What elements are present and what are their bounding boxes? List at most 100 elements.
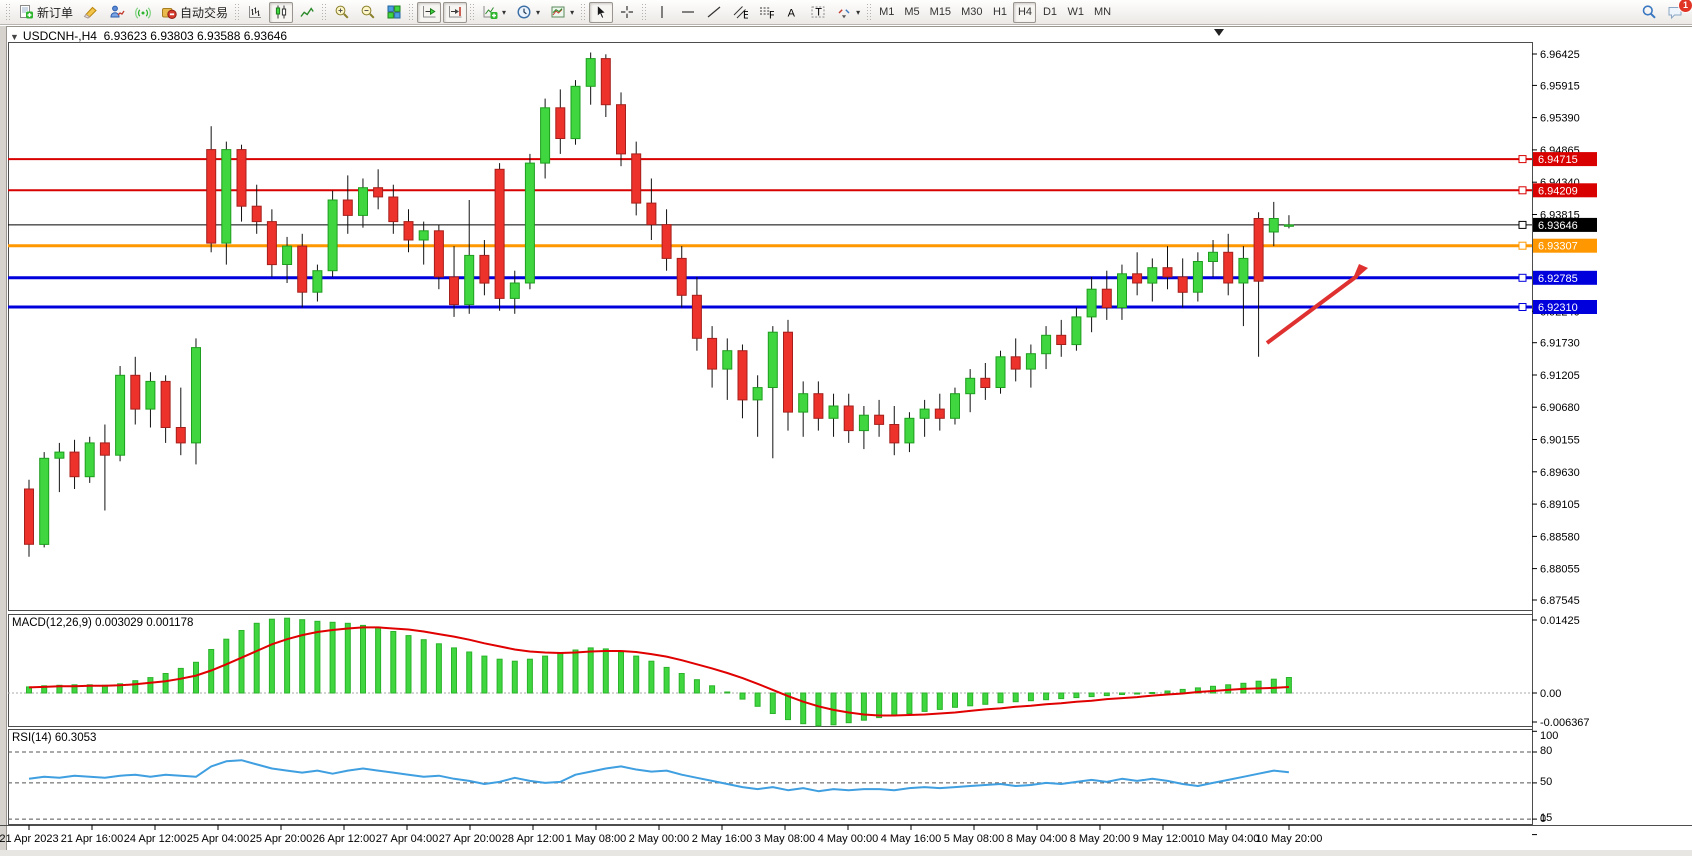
draw-group: E F A T ▾ [640, 0, 865, 25]
level-lines[interactable] [8, 158, 1532, 309]
zoom-in-button[interactable] [330, 2, 354, 23]
auto-scroll-icon [421, 4, 437, 20]
equidistant-channel-button[interactable]: E [728, 2, 752, 23]
toolbar-grip [469, 3, 475, 21]
time-tick-label: 25 Apr 04:00 [187, 833, 249, 845]
zoom-out-button[interactable] [356, 2, 380, 23]
toolbar-grip [866, 3, 872, 21]
level-line-handle[interactable] [1518, 303, 1527, 311]
indicators-button[interactable]: ▾ [478, 2, 510, 23]
candle-body [858, 414, 869, 432]
bar-chart-button[interactable] [243, 2, 267, 23]
level-line-handle[interactable] [1518, 186, 1527, 195]
macd-histogram-bar [299, 619, 306, 694]
candle-body [691, 294, 702, 339]
macd-histogram-bar [1043, 692, 1050, 701]
market-watch-button[interactable] [105, 2, 129, 23]
chart-shift-marker[interactable] [1214, 29, 1224, 36]
templates-button[interactable]: ▾ [546, 2, 578, 23]
timeframe-mn-label: MN [1093, 6, 1112, 18]
crosshair-icon [619, 4, 635, 20]
fibonacci-button[interactable]: F [754, 2, 778, 23]
timeframe-m30-label: M30 [961, 6, 983, 18]
candlestick-chart-button[interactable] [269, 1, 294, 23]
level-line-handle[interactable] [1518, 241, 1527, 250]
candle-body [1177, 276, 1188, 293]
macd-histogram-bar [238, 630, 245, 694]
candle-body [312, 270, 323, 293]
rsi-tick-label: 15 [1540, 812, 1552, 824]
level-line-handle[interactable] [1518, 273, 1527, 282]
auto-trading-button[interactable]: 自动交易 [157, 2, 232, 23]
macd-histogram-bar [1134, 692, 1141, 695]
time-tick-label: 9 May 12:00 [1133, 833, 1194, 845]
timeframe-h1[interactable]: H1 [988, 2, 1011, 23]
trendline-button[interactable] [702, 2, 726, 23]
new-order-icon [18, 4, 34, 20]
text-button[interactable]: A [780, 2, 804, 23]
candle-body [752, 387, 763, 401]
line-chart-button[interactable] [295, 2, 319, 23]
scroll-group [407, 0, 468, 25]
candle-body [69, 451, 80, 478]
dropdown-arrow-icon[interactable]: ▾ [536, 7, 541, 17]
macd-histogram-bar [1058, 692, 1065, 700]
timeframe-m15[interactable]: M15 [926, 2, 955, 23]
candle-body [616, 104, 626, 155]
marker-pen-button[interactable] [79, 2, 103, 23]
auto-scroll-button[interactable] [417, 1, 442, 23]
macd-histogram-bar [1285, 677, 1292, 694]
macd-histogram-bar [162, 673, 169, 694]
level-line-handle[interactable] [1518, 155, 1527, 164]
toolbar-grip [641, 3, 647, 21]
chart-shift-button[interactable] [443, 1, 468, 23]
time-tick-label: 8 May 04:00 [1007, 833, 1068, 845]
level-line-handle[interactable] [1518, 220, 1527, 229]
timeframe-m5[interactable]: M5 [900, 2, 923, 23]
price-label-box [1533, 183, 1597, 198]
candle-body [1086, 288, 1097, 318]
toolbar-grip [234, 3, 240, 21]
crosshair-button[interactable] [615, 2, 639, 23]
cursor-button[interactable] [589, 1, 614, 23]
one-click-trading-arrow[interactable]: ▼ [10, 32, 19, 42]
new-order-button[interactable]: 新订单 [14, 2, 77, 23]
horizontal-line-button[interactable] [676, 2, 700, 23]
trend-arrow[interactable] [1265, 264, 1368, 345]
signals-button[interactable] [131, 2, 155, 23]
search-button[interactable] [1637, 2, 1661, 23]
macd-histogram-bar [876, 692, 883, 719]
timeframe-mn[interactable]: MN [1090, 2, 1115, 23]
timeframe-m1[interactable]: M1 [875, 2, 898, 23]
candle-body [373, 187, 384, 198]
candle-body [39, 457, 50, 545]
vertical-line-button[interactable] [650, 2, 674, 23]
price-tick-label: 6.87545 [1540, 595, 1580, 607]
timeframe-w1[interactable]: W1 [1063, 2, 1088, 23]
zoom-group [320, 0, 407, 25]
macd-histogram-bar [314, 620, 321, 694]
candlestick-icon [273, 4, 289, 20]
pointer-group [579, 0, 640, 25]
candle-body [1253, 218, 1264, 282]
dropdown-arrow-icon[interactable]: ▾ [570, 7, 575, 17]
text-label-button[interactable]: T [806, 2, 830, 23]
fibonacci-icon: F [758, 4, 774, 20]
tile-windows-button[interactable] [382, 2, 406, 23]
timeframe-h4[interactable]: H4 [1013, 1, 1037, 23]
candle-body [221, 149, 232, 244]
periods-button[interactable]: ▾ [512, 2, 544, 23]
macd-histogram-bar [177, 667, 184, 694]
auto-trading-button-label: 自动交易 [180, 5, 229, 20]
toolbar-grip [321, 3, 327, 21]
macd-histogram-bar [1088, 692, 1095, 698]
timeframe-m30[interactable]: M30 [957, 2, 986, 23]
arrows-button[interactable]: ▾ [832, 2, 864, 23]
dropdown-arrow-icon[interactable]: ▾ [502, 7, 507, 17]
candle-body [600, 58, 611, 106]
chart-panel-frame [8, 42, 1533, 611]
time-axis[interactable]: 21 Apr 2023 21 Apr 16:00 24 Apr 12:00 25 Ap… [0, 825, 1692, 845]
dropdown-arrow-icon[interactable]: ▾ [856, 7, 861, 17]
timeframe-d1[interactable]: D1 [1038, 2, 1061, 23]
